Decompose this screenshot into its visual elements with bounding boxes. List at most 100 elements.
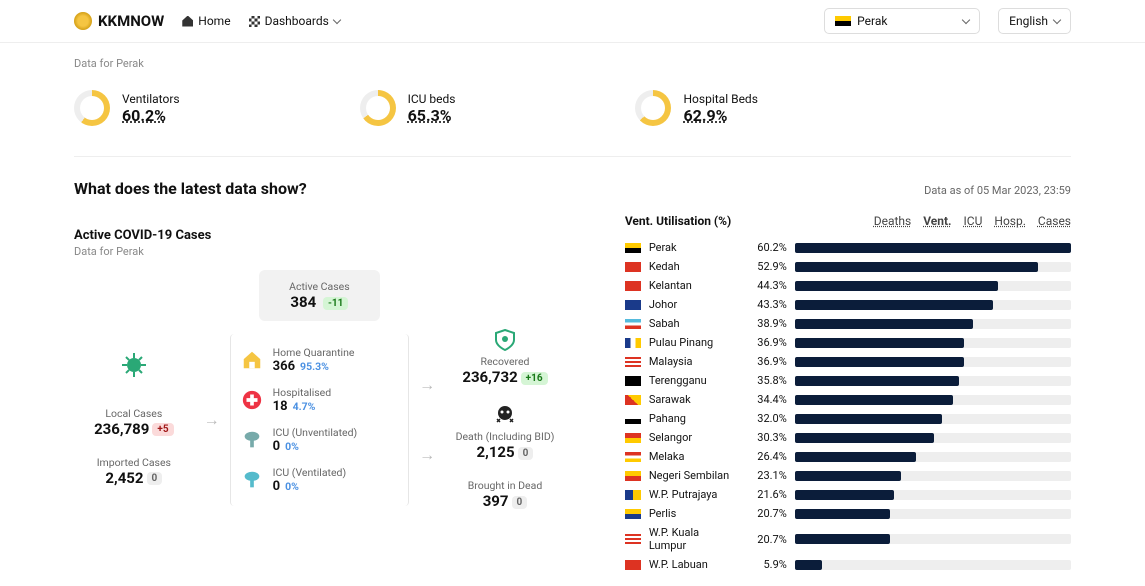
flag-icon	[625, 414, 641, 424]
local-label: Local Cases	[94, 407, 174, 420]
state-name: Johor	[649, 298, 739, 311]
flag-icon	[625, 433, 641, 443]
bar-track	[795, 433, 1071, 443]
bar-track	[795, 243, 1071, 253]
dashboard-icon	[249, 16, 260, 27]
bar-track	[795, 376, 1071, 386]
tab-icu[interactable]: ICU	[964, 214, 983, 228]
flag-icon	[625, 452, 641, 462]
state-row[interactable]: Kedah52.9%	[625, 257, 1071, 276]
donut-icon	[360, 90, 396, 126]
state-row[interactable]: Perak60.2%	[625, 238, 1071, 257]
arrow-icon: →	[194, 410, 230, 430]
state-row[interactable]: Pahang 32.0%	[625, 409, 1071, 428]
lang-selector[interactable]: English	[998, 8, 1071, 34]
state-pct: 20.7%	[747, 533, 787, 546]
bar-fill	[795, 243, 1071, 253]
snapshot-title: Active COVID-19 Cases	[74, 228, 565, 243]
state-row[interactable]: Perlis20.7%	[625, 504, 1071, 523]
donut-icon	[74, 90, 110, 126]
state-row[interactable]: W.P. Kuala Lumpur20.7%	[625, 523, 1071, 555]
recov-delta: +16	[521, 372, 548, 385]
region-selector[interactable]: Perak	[824, 8, 980, 34]
donut-value: 65.3%	[408, 106, 456, 125]
state-row[interactable]: Terengganu35.8%	[625, 371, 1071, 390]
flag-icon	[625, 262, 641, 272]
flag-icon	[835, 16, 851, 26]
chevron-down-icon	[333, 15, 341, 23]
state-row[interactable]: Kelantan 44.3%	[625, 276, 1071, 295]
flag-icon	[625, 376, 641, 386]
bar-track	[795, 319, 1071, 329]
state-pct: 44.3%	[747, 279, 787, 292]
bar-fill	[795, 262, 1038, 272]
bid-label: Brought in Dead	[468, 479, 543, 492]
state-name: Sarawak	[649, 393, 739, 406]
bar-fill	[795, 433, 934, 443]
bid-value: 397	[483, 492, 509, 510]
hosp-pct: 4.7%	[293, 400, 316, 413]
imported-delta: 0	[147, 472, 163, 485]
utilisation-donuts: Ventilators60.2%ICU beds65.3%Hospital Be…	[74, 70, 1071, 157]
state-row[interactable]: Sabah38.9%	[625, 314, 1071, 333]
state-pct: 43.3%	[747, 298, 787, 311]
state-pct: 36.9%	[747, 355, 787, 368]
state-row[interactable]: Johor 43.3%	[625, 295, 1071, 314]
nav-home[interactable]: Home	[182, 14, 230, 28]
breakdown-col: Home Quarantine36695.3% Hospitalised184.…	[230, 334, 409, 506]
bar-track	[795, 300, 1071, 310]
state-row[interactable]: Sarawak34.4%	[625, 390, 1071, 409]
virus-icon	[122, 353, 146, 377]
state-row[interactable]: Negeri Sembilan23.1%	[625, 466, 1071, 485]
state-pct: 5.9%	[747, 558, 787, 571]
page: Data for Perak Ventilators60.2%ICU beds6…	[0, 43, 1145, 586]
state-list: Perak60.2%Kedah52.9% Kelantan 44.3% Johor 43…	[625, 238, 1071, 574]
tab-hosp[interactable]: Hosp.	[994, 214, 1026, 228]
skull-icon	[494, 404, 516, 426]
state-row[interactable]: Pulau Pinang36.9%	[625, 333, 1071, 352]
state-name: Pahang	[649, 412, 739, 425]
flag-icon	[625, 338, 641, 348]
ranking-panel: Vent. Utilisation (%) Deaths Vent. ICU H…	[625, 214, 1071, 574]
bar-track	[795, 414, 1071, 424]
state-name: Melaka	[649, 450, 739, 463]
nav-dashboards[interactable]: Dashboards	[249, 14, 340, 28]
nav-dashboards-label: Dashboards	[265, 14, 329, 28]
icuv-value: 0	[273, 479, 280, 494]
bar-fill	[795, 300, 994, 310]
hq-pct: 95.3%	[300, 360, 329, 373]
region-subtext: Data for Perak	[74, 57, 1071, 70]
death-value: 2,125	[477, 443, 515, 461]
death-delta: 0	[518, 447, 534, 460]
state-pct: 32.0%	[747, 412, 787, 425]
state-row[interactable]: Melaka 26.4%	[625, 447, 1071, 466]
bar-fill	[795, 452, 916, 462]
flag-icon	[625, 281, 641, 291]
flag-icon	[625, 357, 641, 367]
ranking-title: Vent. Utilisation (%)	[625, 214, 731, 228]
state-name: Kelantan	[649, 279, 739, 292]
tab-deaths[interactable]: Deaths	[874, 214, 912, 228]
bar-fill	[795, 560, 822, 570]
local-delta: +5	[152, 423, 173, 436]
arrow-icon: →	[409, 375, 445, 395]
as-of-text: Data as of 05 Mar 2023, 23:59	[924, 184, 1071, 197]
state-name: Pulau Pinang	[649, 336, 739, 349]
state-row[interactable]: Malaysia36.9%	[625, 352, 1071, 371]
state-row[interactable]: W.P. Putrajaya21.6%	[625, 485, 1071, 504]
tab-vent[interactable]: Vent.	[923, 214, 951, 228]
state-name: Perak	[649, 241, 739, 254]
hosp-value: 18	[273, 399, 288, 414]
bar-fill	[795, 395, 953, 405]
state-row[interactable]: Selangor30.3%	[625, 428, 1071, 447]
state-row[interactable]: W.P. Labuan5.9%	[625, 555, 1071, 574]
bar-track	[795, 338, 1071, 348]
state-pct: 26.4%	[747, 450, 787, 463]
tab-cases[interactable]: Cases	[1038, 214, 1071, 228]
flag-icon	[625, 319, 641, 329]
bar-fill	[795, 281, 998, 291]
flag-icon	[625, 395, 641, 405]
brand[interactable]: KKMNOW	[74, 12, 164, 30]
icuv-pct: 0%	[285, 480, 299, 493]
lang-label: English	[1009, 14, 1048, 28]
